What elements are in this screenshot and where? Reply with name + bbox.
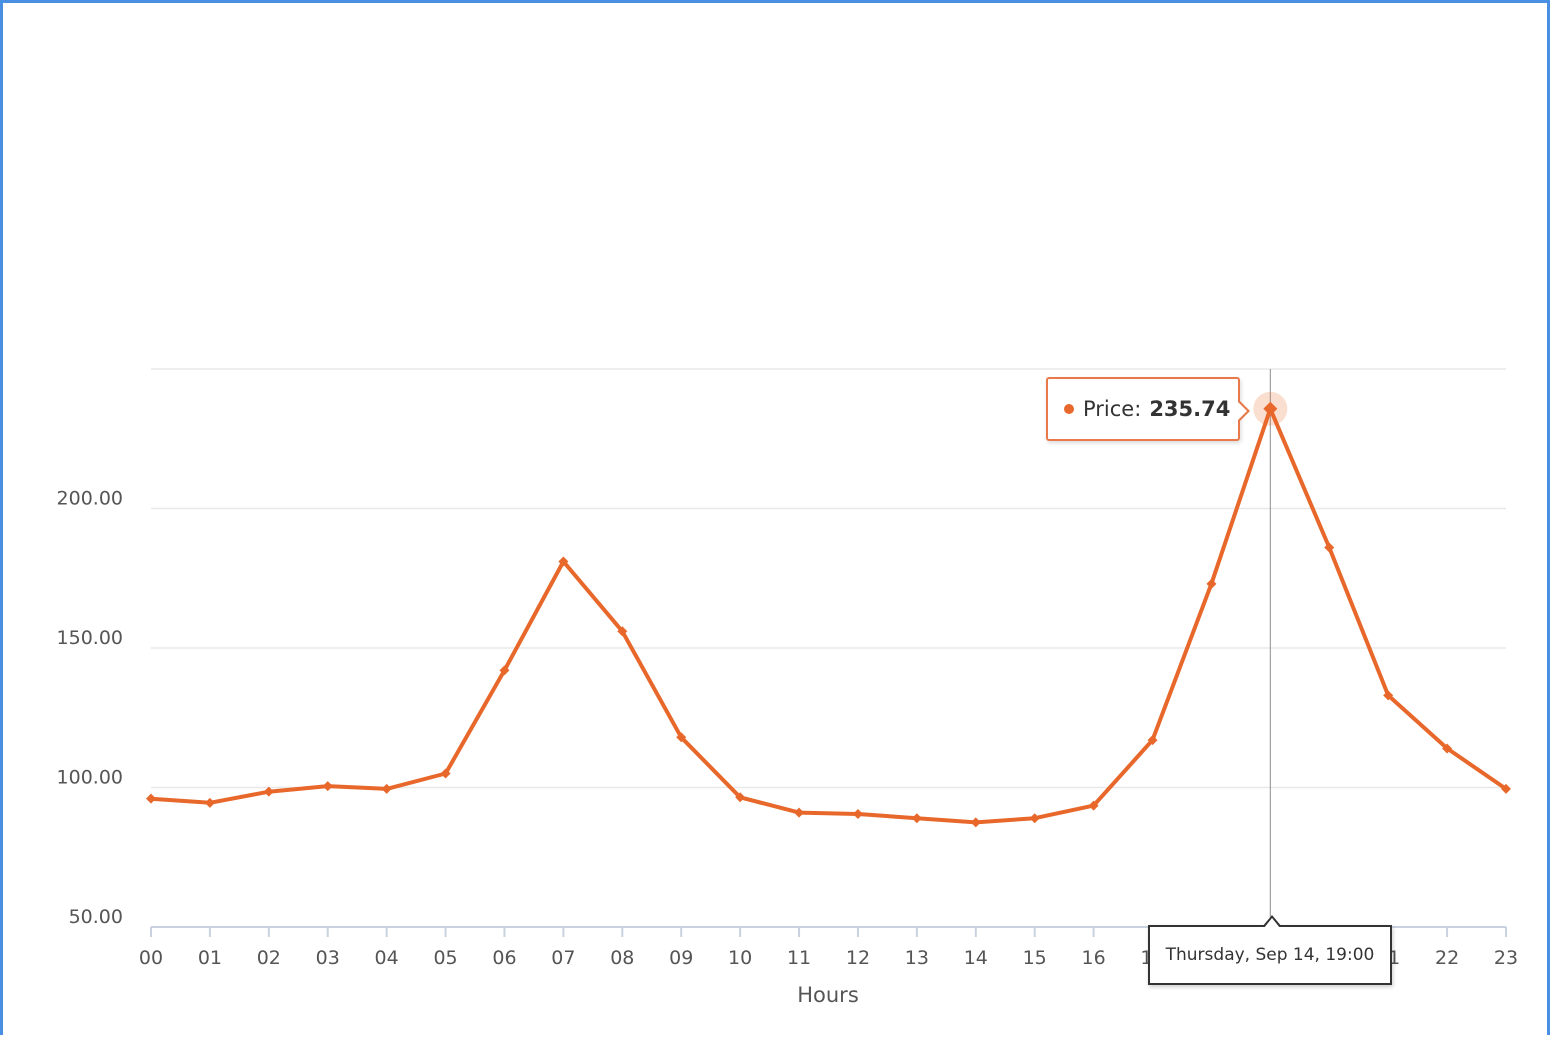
x-tick-label: 12 [846, 947, 870, 969]
x-tick-label: 14 [964, 947, 988, 969]
data-point[interactable] [263, 786, 274, 797]
tooltip-label: Price: [1083, 397, 1142, 421]
data-points [146, 391, 1511, 828]
tooltip-value: 235.74 [1149, 397, 1231, 421]
data-point[interactable] [204, 797, 215, 808]
x-axis-title: Hours [797, 983, 859, 1007]
data-point[interactable] [676, 732, 687, 743]
x-tick-label: 07 [551, 947, 575, 969]
data-point[interactable] [1501, 783, 1511, 794]
data-point[interactable] [499, 665, 510, 676]
x-tick-label: 02 [257, 947, 281, 969]
x-tick-label: 23 [1494, 947, 1518, 969]
series-marker-icon [1064, 404, 1074, 414]
gridlines [151, 368, 1506, 789]
x-tick-label: 08 [610, 947, 634, 969]
x-tick-label: 06 [492, 947, 516, 969]
data-point[interactable] [1442, 743, 1453, 754]
y-axis-ticks: 50.00 100.00 150.00 200.00 [57, 488, 123, 929]
y-tick-label: 100.00 [57, 767, 123, 789]
x-tick-label: 09 [669, 947, 693, 969]
data-point[interactable] [1324, 542, 1335, 553]
x-tick-label: 03 [316, 947, 340, 969]
data-point[interactable] [852, 809, 863, 820]
x-tick-label: 00 [139, 947, 163, 969]
series-line [149, 406, 1508, 825]
data-point[interactable] [322, 781, 333, 792]
x-tick-label: 16 [1082, 947, 1106, 969]
y-tick-label: 50.00 [69, 906, 123, 928]
data-point[interactable] [1383, 690, 1394, 701]
time-tooltip: Thursday, Sep 14, 19:00 [1148, 915, 1392, 985]
data-point[interactable] [1147, 735, 1158, 746]
line-chart: 50.00 100.00 150.00 200.00 00 01 02 03 04 05 06 07… [57, 368, 1518, 1007]
x-tick-label: 13 [905, 947, 929, 969]
data-point[interactable] [970, 817, 981, 828]
data-point[interactable] [735, 792, 746, 803]
series-price [149, 406, 1508, 825]
x-tick-label: 04 [375, 947, 399, 969]
x-tick-label: 01 [198, 947, 222, 969]
y-tick-label: 200.00 [57, 488, 123, 510]
data-point[interactable] [146, 793, 156, 804]
data-point[interactable] [381, 783, 392, 794]
data-point[interactable] [617, 626, 628, 637]
price-tooltip: Price: 235.74 [1046, 377, 1250, 441]
x-tick-label: 10 [728, 947, 752, 969]
x-tick-label: 11 [787, 947, 811, 969]
data-point[interactable] [1206, 578, 1217, 589]
x-tick-label: 15 [1023, 947, 1047, 969]
data-point[interactable] [794, 807, 805, 818]
y-tick-label: 150.00 [57, 627, 123, 649]
data-point[interactable] [911, 813, 922, 824]
data-point[interactable] [558, 556, 569, 567]
data-point[interactable] [1088, 800, 1099, 811]
x-tick-label: 22 [1435, 947, 1459, 969]
data-point[interactable] [1263, 401, 1278, 416]
data-point[interactable] [440, 768, 451, 779]
x-tick-label: 05 [433, 947, 457, 969]
tooltip-time: Thursday, Sep 14, 19:00 [1165, 945, 1375, 965]
data-point[interactable] [1029, 813, 1040, 824]
